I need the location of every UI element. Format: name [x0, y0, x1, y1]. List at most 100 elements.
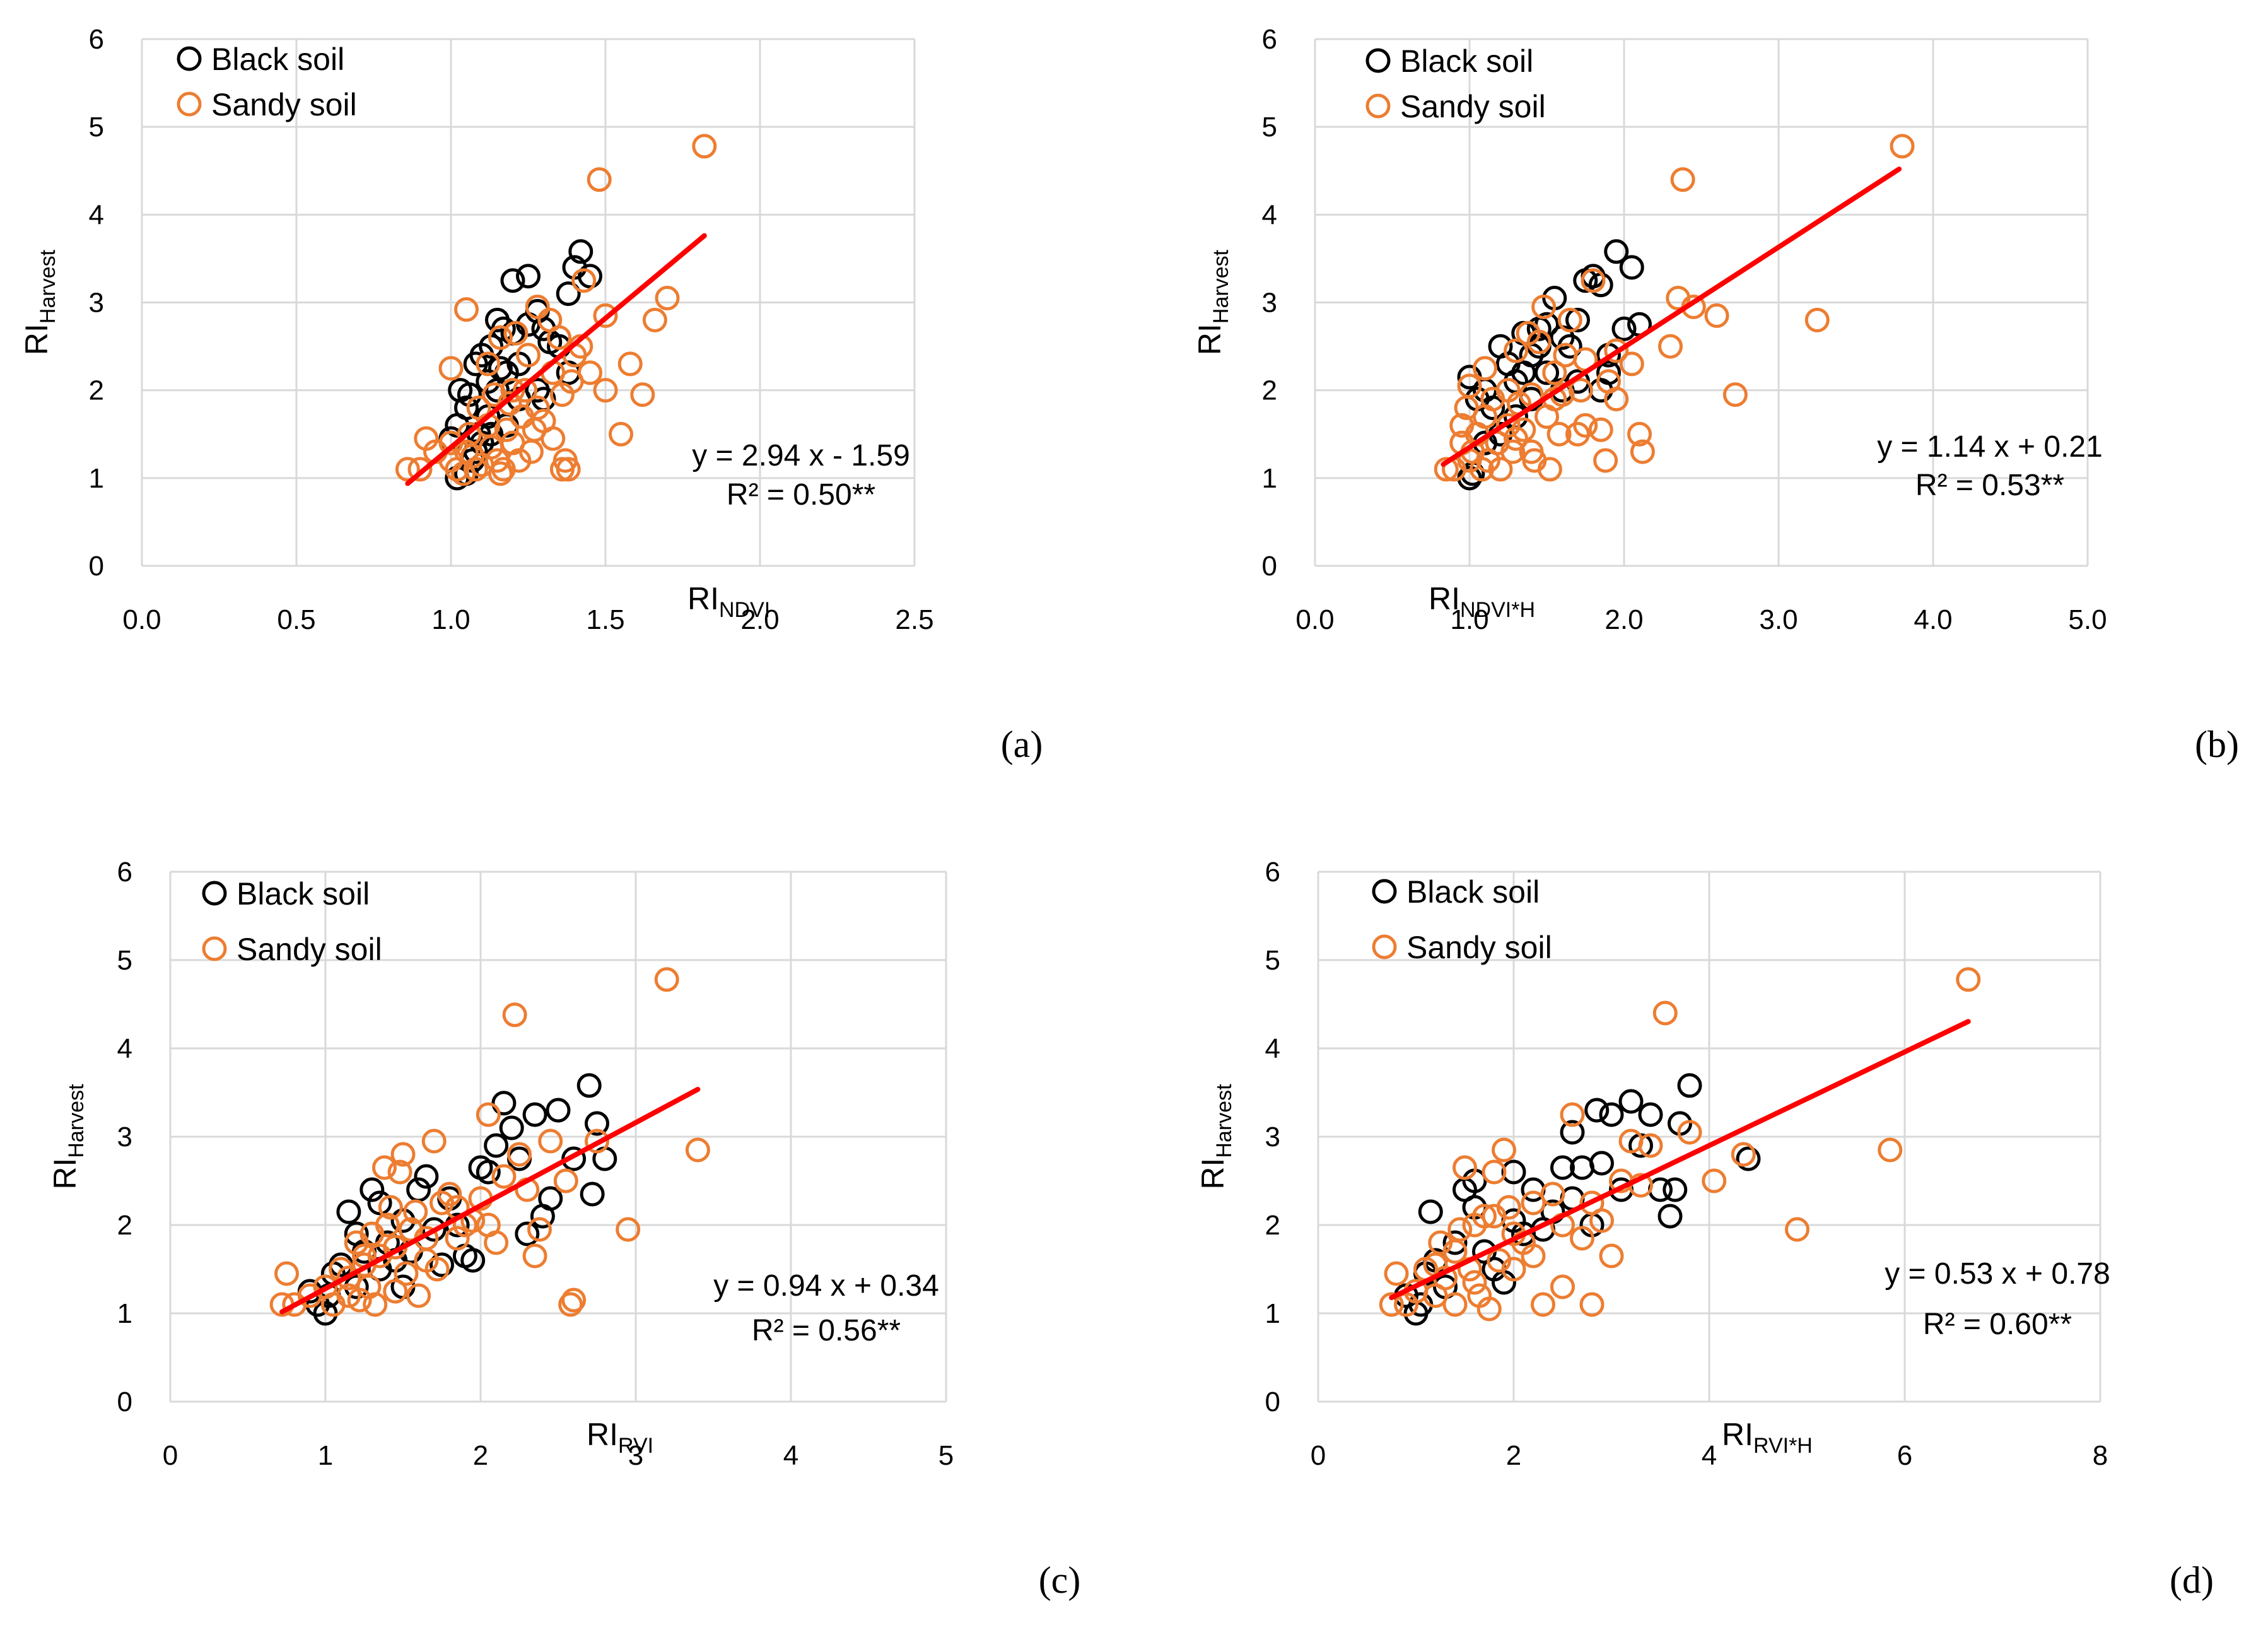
y-tick-label: 3: [1265, 1122, 1280, 1152]
x-tick-label: 2.0: [740, 604, 779, 635]
x-tick-label: 4: [1702, 1440, 1717, 1471]
data-point: [1501, 1257, 1526, 1282]
data-point: [1550, 1274, 1575, 1299]
y-tick-label: 4: [1265, 1033, 1280, 1064]
data-point: [571, 268, 597, 293]
r-squared-label: R² = 0.53**: [1915, 469, 2064, 502]
data-point: [630, 382, 655, 408]
r-squared-label: R² = 0.56**: [752, 1314, 901, 1347]
data-point: [378, 1195, 403, 1220]
data-point: [407, 457, 433, 482]
data-point: [344, 1221, 369, 1246]
data-point: [538, 1129, 563, 1154]
legend-marker: [1365, 93, 1391, 119]
legend-marker: [177, 91, 202, 117]
data-point: [522, 1243, 547, 1269]
data-point: [617, 351, 643, 377]
data-point: [585, 1111, 609, 1136]
data-point: [1570, 1226, 1594, 1251]
legend-marker: [202, 936, 227, 961]
x-axis-title: RIRVI: [587, 1417, 653, 1458]
data-point: [390, 1142, 416, 1167]
data-point: [1568, 378, 1593, 403]
data-point: [383, 1279, 408, 1304]
data-point: [463, 457, 488, 482]
regression-equation: y = 0.94 x + 0.34: [713, 1269, 939, 1303]
x-tick-label: 4.0: [1914, 604, 1952, 635]
data-point: [593, 303, 618, 328]
data-point: [1537, 457, 1562, 482]
y-tick-label: 0: [89, 551, 104, 582]
y-tick-label: 0: [1262, 551, 1277, 582]
x-tick-label: 8: [2093, 1440, 2108, 1471]
panel-tag: (a): [1001, 724, 1043, 765]
data-point: [1504, 426, 1528, 451]
data-point: [1472, 1204, 1497, 1229]
legend-marker: [177, 46, 202, 71]
data-point: [561, 1287, 587, 1313]
legend-marker: [1372, 934, 1397, 959]
y-tick-label: 5: [89, 112, 104, 143]
y-tick-label: 4: [1262, 199, 1277, 230]
r-squared-label: R² = 0.60**: [1923, 1308, 2072, 1341]
data-point: [1557, 307, 1582, 332]
y-tick-label: 3: [117, 1122, 132, 1152]
data-point: [587, 167, 612, 192]
y-axis-title: RIHarvest: [1195, 1084, 1236, 1190]
data-point: [1546, 421, 1572, 447]
x-tick-label: 0: [1311, 1440, 1326, 1471]
data-point: [499, 1115, 524, 1140]
data-point: [414, 426, 439, 451]
y-tick-label: 4: [89, 199, 104, 230]
data-point: [1677, 1120, 1702, 1145]
y-tick-label: 1: [117, 1298, 132, 1329]
data-point: [1473, 356, 1497, 381]
data-point: [1531, 294, 1557, 319]
data-point: [1476, 1296, 1502, 1322]
legend-marker: [1365, 48, 1391, 73]
data-point: [476, 1212, 501, 1238]
data-point: [1619, 351, 1644, 377]
data-point: [1442, 1230, 1468, 1255]
data-point: [1573, 413, 1598, 438]
x-tick-label: 1.0: [1450, 604, 1488, 635]
data-point: [437, 1181, 462, 1207]
y-tick-label: 0: [1265, 1387, 1280, 1417]
data-point: [359, 1177, 385, 1202]
series-sandy-soil: [1379, 967, 1981, 1322]
panel-tag: (c): [1039, 1559, 1081, 1601]
data-point: [1542, 360, 1567, 385]
data-point: [1599, 1102, 1624, 1127]
data-point: [336, 1199, 361, 1224]
data-point: [1618, 1089, 1644, 1114]
data-point: [1482, 1159, 1507, 1185]
data-point: [1593, 448, 1618, 473]
y-tick-label: 6: [117, 857, 132, 888]
data-point: [1560, 1102, 1585, 1127]
data-point: [1604, 387, 1629, 412]
regression-equation: y = 2.94 x - 1.59: [692, 439, 910, 472]
data-point: [541, 426, 566, 451]
legend-label: Black soil: [237, 876, 370, 912]
data-point: [1534, 360, 1559, 385]
data-point: [1418, 1199, 1443, 1224]
data-point: [516, 264, 541, 289]
data-point: [609, 421, 633, 447]
y-tick-label: 1: [1265, 1298, 1280, 1329]
panel-tag: (b): [2195, 724, 2239, 765]
data-point: [525, 294, 550, 319]
data-point: [488, 356, 513, 381]
data-point: [1492, 1137, 1516, 1163]
y-tick-label: 6: [1262, 24, 1277, 55]
data-point: [1511, 360, 1536, 385]
data-point: [1604, 338, 1629, 363]
data-point: [1495, 378, 1521, 403]
data-point: [1596, 360, 1621, 385]
data-point: [454, 297, 479, 322]
data-point: [445, 1226, 470, 1251]
data-point: [558, 1292, 583, 1317]
x-tick-label: 2.5: [895, 604, 933, 635]
data-point: [500, 268, 525, 293]
data-point: [547, 325, 571, 350]
legend-label: Black soil: [211, 42, 344, 77]
